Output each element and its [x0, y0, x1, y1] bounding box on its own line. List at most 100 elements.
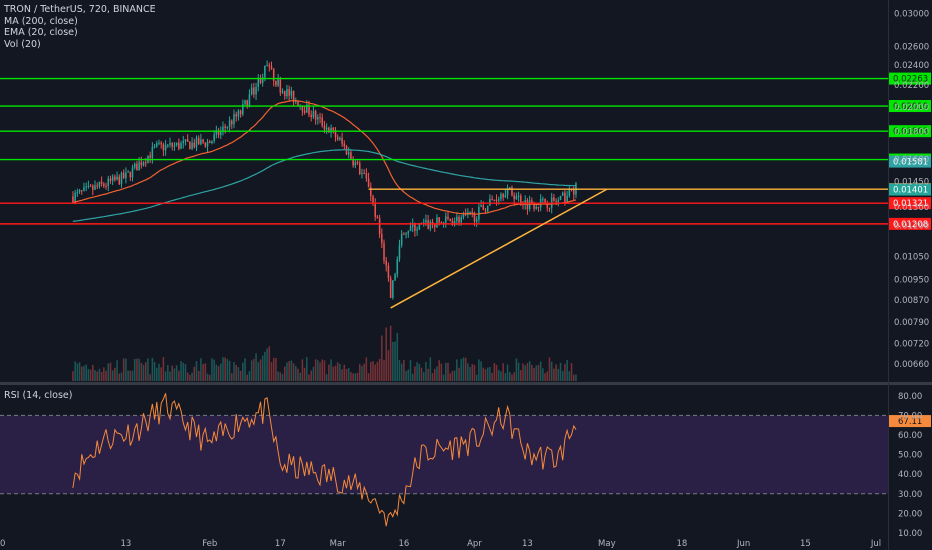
time-tick-label: 18 — [676, 539, 687, 549]
volume-bar — [515, 358, 518, 381]
legend-symbol: TRON / TetherUS, 720, BINANCE — [4, 4, 156, 15]
candle-body — [261, 77, 264, 83]
trendline — [390, 188, 608, 309]
level-tag — [889, 217, 931, 230]
legend-ma: MA (200, close) — [4, 15, 78, 27]
volume-bar — [272, 357, 275, 381]
candle-body — [497, 199, 500, 201]
candle-body — [511, 187, 513, 196]
candle-body — [215, 130, 218, 135]
volume-bar — [195, 361, 198, 381]
volume-bar — [367, 373, 370, 381]
volume-bar — [125, 358, 127, 381]
candle-body — [310, 114, 312, 118]
candle-body — [303, 110, 306, 113]
volume-bar — [533, 368, 535, 381]
candle-body — [178, 142, 180, 149]
candle-body — [308, 104, 310, 115]
volume-bar — [493, 363, 496, 381]
rsi-tick-label: 40.00 — [898, 470, 922, 480]
volume-bar — [122, 358, 125, 381]
time-tick-label: 15 — [800, 539, 811, 549]
volume-bar — [553, 368, 555, 381]
volume-bar — [358, 364, 361, 381]
volume-bar — [239, 370, 242, 381]
rsi-tick-label: 80.00 — [898, 392, 922, 402]
candle-body — [317, 117, 319, 120]
volume-bar — [378, 358, 381, 381]
price-tick-label: 0.02600 — [894, 42, 929, 52]
volume-bar — [365, 357, 368, 381]
volume-bar — [217, 366, 220, 381]
candle-body — [564, 192, 566, 202]
candle-body — [94, 185, 96, 190]
candle-body — [283, 91, 286, 97]
volume-bar — [345, 368, 348, 381]
time-tick-label: Jun — [736, 539, 750, 549]
candle-body — [103, 183, 105, 186]
candle-body — [301, 105, 304, 111]
candle-body — [222, 126, 224, 131]
volume-bar — [266, 348, 268, 381]
candle-body — [553, 197, 555, 202]
candle-body — [255, 86, 257, 95]
candle-body — [116, 176, 118, 180]
volume-bar — [473, 364, 476, 381]
volume-bar — [572, 374, 575, 381]
candle-body — [136, 163, 138, 171]
candle-body — [557, 199, 560, 203]
volume-bar — [350, 372, 352, 381]
volume-bar — [222, 357, 224, 381]
volume-bar — [561, 371, 564, 381]
volume-bar — [528, 361, 531, 381]
rsi-band — [0, 414, 888, 495]
time-axis[interactable]: 20 13 Feb 17 Mar 16 Apr 13 May 18 Jun 15 Jul — [0, 539, 881, 549]
candle-body — [292, 90, 295, 102]
candle-body — [253, 87, 255, 95]
candle-body — [167, 144, 169, 146]
candle-body — [85, 186, 87, 188]
volume-bar — [389, 325, 392, 381]
candle-body — [385, 260, 387, 266]
volume-bar — [173, 368, 176, 381]
candle-body — [513, 195, 515, 200]
volume-bar — [420, 367, 423, 381]
candle-body — [81, 190, 83, 192]
candle-body — [381, 234, 383, 244]
candle-body — [275, 80, 277, 86]
time-tick-label: 17 — [275, 539, 286, 549]
candle-body — [559, 195, 562, 200]
candle-body — [356, 162, 359, 164]
volume-bar — [400, 363, 403, 381]
candle-body — [202, 139, 204, 143]
volume-bar — [414, 366, 416, 381]
price-tag — [889, 155, 931, 168]
price-tick-label: 0.00660 — [894, 360, 929, 370]
volume-bar — [394, 341, 396, 381]
price-axis[interactable]: 0.03000 0.02600 0.02400 0.02200 0.02000 0.018… — [894, 9, 929, 539]
candle-body — [471, 212, 474, 214]
candle-body — [447, 216, 449, 219]
candle-body — [297, 100, 299, 107]
volume-bar — [509, 372, 511, 381]
candle-body — [403, 233, 405, 235]
volume-bar — [456, 359, 458, 381]
candle-body — [264, 65, 266, 78]
time-tick-label: Mar — [330, 539, 347, 549]
volume-bar — [147, 358, 149, 381]
candle-body — [319, 117, 321, 119]
volume-bar — [208, 374, 211, 381]
candle-body — [206, 141, 209, 147]
volume-bar — [270, 362, 273, 381]
volume-bar — [482, 367, 485, 381]
candle-body — [244, 100, 246, 105]
candle-body — [231, 120, 233, 125]
volume-bar — [219, 363, 222, 381]
volume-bar — [283, 366, 286, 381]
candle-body — [515, 196, 518, 200]
candle-body — [429, 221, 432, 229]
volume-bar — [226, 359, 229, 381]
candle-body — [332, 128, 335, 131]
